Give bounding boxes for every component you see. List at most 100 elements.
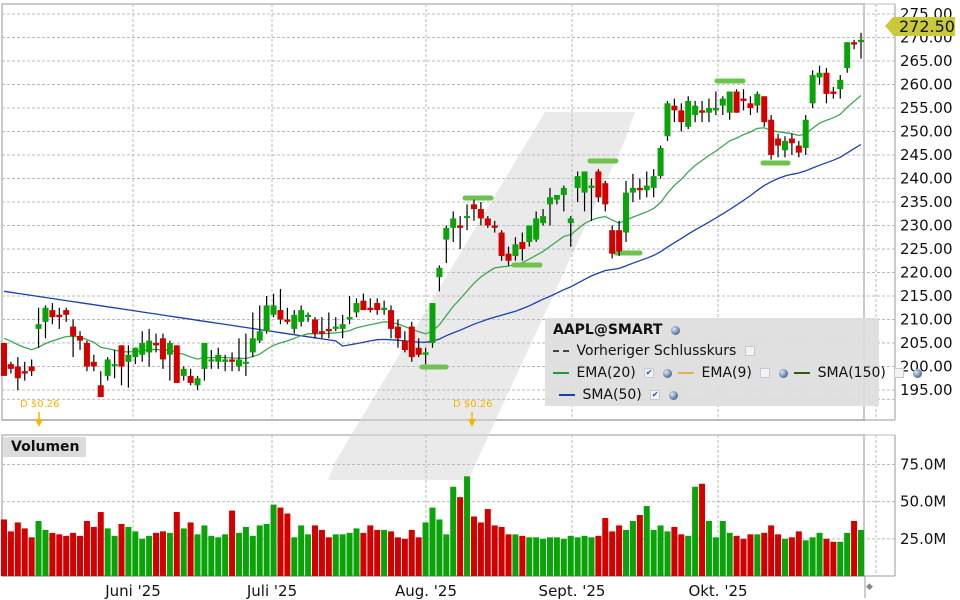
volume-bar[interactable] [574,537,581,576]
volume-bar[interactable] [35,520,42,576]
volume-bar[interactable] [70,532,77,576]
volume-bar[interactable] [90,526,97,576]
candle-body[interactable] [263,305,270,332]
scroll-left-arrow-icon[interactable]: ◆ [866,582,873,592]
volume-bar[interactable] [429,507,436,576]
volume-bar[interactable] [146,535,153,576]
candle-body[interactable] [512,244,519,257]
candle-body[interactable] [208,359,215,362]
volume-bar[interactable] [477,522,484,576]
candle-body[interactable] [505,253,512,261]
volume-bar[interactable] [284,513,291,576]
candle-body[interactable] [339,324,346,329]
volume-bar[interactable] [650,529,657,576]
volume-bar[interactable] [111,535,118,576]
candle-body[interactable] [249,338,256,353]
volume-bar[interactable] [781,538,788,576]
candle-body[interactable] [616,230,623,252]
candle-body[interactable] [581,171,588,193]
volume-bar[interactable] [581,535,588,576]
candle-body[interactable] [491,225,498,228]
candle-body[interactable] [408,326,415,358]
candle-body[interactable] [484,218,491,226]
candle-body[interactable] [699,110,706,113]
volume-bar[interactable] [77,535,84,576]
volume-bar[interactable] [180,528,187,576]
volume-bar[interactable] [837,541,844,576]
sma50-settings-icon[interactable] [668,390,678,400]
volume-bar[interactable] [298,525,305,576]
volume-bar[interactable] [450,486,457,576]
volume-bar[interactable] [436,519,443,576]
volume-bar[interactable] [740,538,747,576]
volume-bar[interactable] [360,532,367,576]
volume-bar[interactable] [457,497,464,576]
candle-body[interactable] [284,319,291,322]
volume-bar[interactable] [194,534,201,576]
candle-body[interactable] [754,93,761,106]
candle-body[interactable] [401,340,408,351]
candle-body[interactable] [1,343,7,376]
volume-bar[interactable] [346,532,353,576]
candle-body[interactable] [180,368,187,376]
candle-body[interactable] [809,75,816,104]
candle-body[interactable] [844,42,851,69]
candle-body[interactable] [173,345,180,383]
volume-bar[interactable] [325,537,332,576]
volume-bar[interactable] [332,534,339,576]
volume-bar[interactable] [63,535,70,576]
volume-bar[interactable] [512,534,519,576]
volume-bar[interactable] [132,531,139,576]
volume-bar[interactable] [719,520,726,576]
candle-body[interactable] [671,105,678,111]
candle-body[interactable] [788,138,795,144]
candle-body[interactable] [97,385,104,398]
volume-bar[interactable] [305,534,312,576]
candle-body[interactable] [858,39,864,43]
volume-bar[interactable] [816,532,823,576]
candle-body[interactable] [305,314,312,318]
volume-bar[interactable] [42,529,49,576]
volume-bar[interactable] [388,531,395,576]
candle-body[interactable] [146,340,153,353]
candle-body[interactable] [595,171,602,198]
candle-body[interactable] [222,359,229,362]
candle-body[interactable] [692,105,699,116]
volume-bar[interactable] [56,534,63,576]
volume-bar[interactable] [519,535,526,576]
volume-bar[interactable] [623,529,630,576]
candle-body[interactable] [678,110,685,123]
volume-bar[interactable] [229,510,236,576]
candle-body[interactable] [277,310,284,320]
candle-body[interactable] [346,317,353,320]
volume-bar[interactable] [602,517,609,576]
candle-body[interactable] [318,331,325,334]
candle-body[interactable] [235,359,242,367]
volume-bar[interactable] [104,528,111,576]
candle-body[interactable] [533,218,540,240]
candle-body[interactable] [422,352,429,355]
candle-body[interactable] [602,183,609,205]
volume-bar[interactable] [768,525,775,576]
candle-body[interactable] [28,366,35,372]
ema20-checkbox[interactable]: ✔ [644,368,655,378]
volume-bar[interactable] [318,529,325,576]
candle-body[interactable] [90,361,97,367]
volume-bar[interactable] [588,537,595,576]
volume-bar[interactable] [187,522,194,576]
candle-body[interactable] [685,100,692,127]
volume-bar[interactable] [401,538,408,576]
candle-body[interactable] [712,108,719,111]
symbol-settings-icon[interactable] [671,325,681,335]
candle-body[interactable] [360,300,367,311]
candle-body[interactable] [733,91,740,113]
volume-bar[interactable] [125,526,132,576]
candle-body[interactable] [629,187,636,193]
candle-body[interactable] [42,307,49,322]
volume-bar[interactable] [643,506,650,576]
candle-body[interactable] [353,303,360,313]
volume-bar[interactable] [699,483,706,576]
volume-bar[interactable] [21,528,28,576]
volume-bar[interactable] [166,532,173,576]
volume-bar[interactable] [726,532,733,576]
